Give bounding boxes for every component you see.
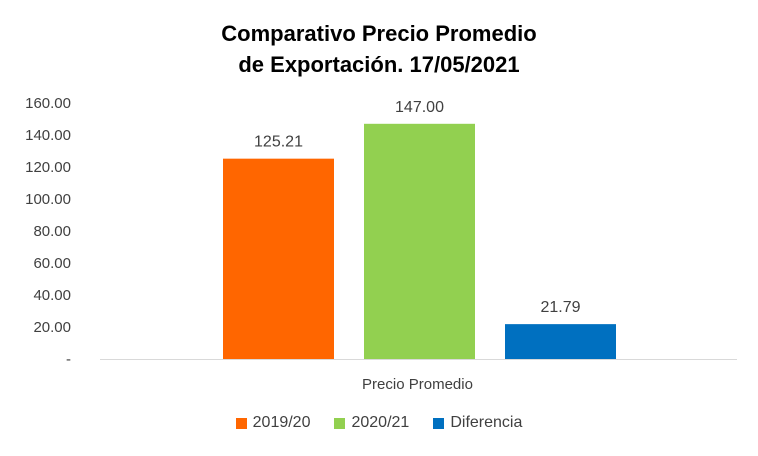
legend-swatch-diferencia xyxy=(433,417,445,429)
chart-title-line-1: Comparativo Precio Promedio xyxy=(221,21,537,46)
legend: 2019/20 2020/21 Diferencia xyxy=(0,414,758,432)
legend-label-diferencia: Diferencia xyxy=(450,414,523,431)
legend-label-2020-21: 2020/21 xyxy=(351,414,410,431)
y-tick-label: 60.00 xyxy=(33,255,71,272)
category-label: Precio Promedio xyxy=(362,376,473,393)
y-tick-label: 80.00 xyxy=(33,223,71,240)
legend-item-2019-20: 2019/20 xyxy=(235,414,311,432)
legend-item-2020-21: 2020/21 xyxy=(334,414,409,432)
data-labels: 125.21 147.00 21.79 xyxy=(254,99,581,316)
chart-title: Comparativo Precio Promedio de Exportaci… xyxy=(0,18,758,80)
y-tick-label: 160.00 xyxy=(25,95,71,112)
legend-swatch-2020-21 xyxy=(334,417,346,429)
y-tick-label: 120.00 xyxy=(25,159,71,176)
y-tick-label: 20.00 xyxy=(33,319,71,336)
y-axis: - 20.00 40.00 60.00 80.00 100.00 120.00 140.00 1… xyxy=(25,95,71,368)
bars xyxy=(223,123,616,359)
data-label-2020-21: 147.00 xyxy=(395,99,444,116)
data-label-2019-20: 125.21 xyxy=(254,134,303,151)
bar-diferencia xyxy=(505,324,616,359)
legend-item-diferencia: Diferencia xyxy=(433,414,522,432)
bar-2019-20 xyxy=(223,158,334,359)
legend-label-2019-20: 2019/20 xyxy=(252,414,311,431)
y-tick-label: 40.00 xyxy=(33,287,71,304)
data-label-diferencia: 21.79 xyxy=(540,299,580,316)
chart-title-line-2: de Exportación. 17/05/2021 xyxy=(238,52,520,77)
y-tick-label: 140.00 xyxy=(25,127,71,144)
y-tick-label: - xyxy=(66,351,71,368)
y-tick-label: 100.00 xyxy=(25,191,71,208)
bar-2020-21 xyxy=(364,123,475,359)
legend-swatch-2019-20 xyxy=(235,417,247,429)
